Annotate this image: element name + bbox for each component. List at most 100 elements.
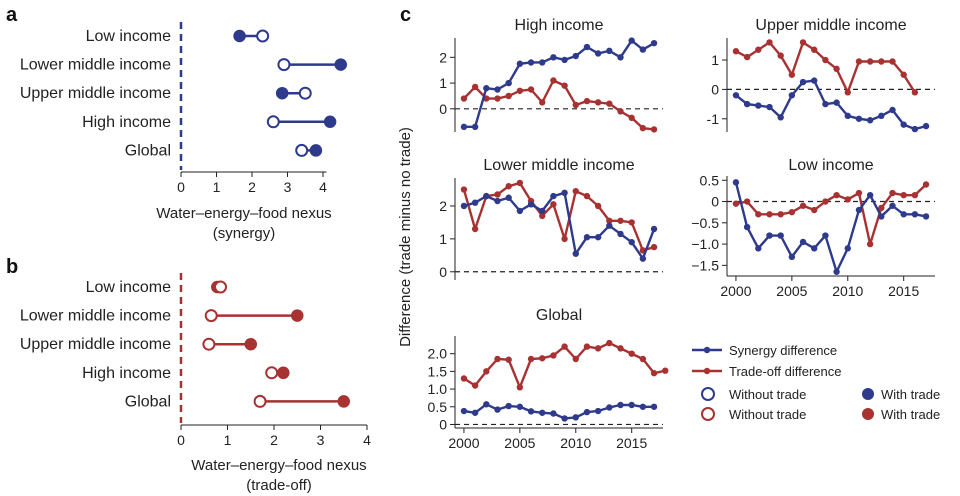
c4-synergy-point (878, 213, 885, 220)
c1-synergy-point (505, 79, 512, 87)
b-category-label: Upper middle income (20, 336, 171, 353)
a-without-trade-point (277, 58, 291, 72)
c1-synergy-point (628, 37, 635, 44)
c3-tradeoff-point (594, 202, 602, 210)
c2-title: Upper middle income (755, 17, 906, 34)
c3-y-tick-label: 1 (439, 231, 447, 247)
c5-tradeoff-point (539, 355, 546, 362)
c4-x-tick-label: 2000 (720, 283, 751, 299)
c1-synergy-point (617, 54, 624, 61)
c2-tradeoff-point (799, 39, 807, 46)
c1-synergy-point (639, 46, 647, 53)
c2-synergy-point (777, 114, 784, 121)
c4-synergy-point (788, 253, 796, 261)
c2-tradeoff-line (735, 41, 916, 94)
c5-synergy-line (463, 403, 655, 420)
c5-tradeoff-point (550, 352, 557, 359)
c3-title: Lower middle income (483, 157, 634, 174)
c5-synergy-point (583, 408, 591, 416)
c3-tradeoff-point (460, 186, 468, 193)
c2-tradeoff-point (743, 53, 751, 61)
c5-y-tick-label: 0.5 (428, 399, 448, 415)
c4-tradeoff-point (777, 211, 784, 218)
c1-tradeoff-point (539, 99, 546, 106)
c5-synergy-point (494, 406, 501, 413)
b-x-tick-label: 3 (317, 432, 325, 448)
c4-tradeoff-point (811, 206, 818, 214)
panel-b-tradeoff-chart: 0 1 2 3 4 Water–energy–food nexus (trade-off) L… (20, 273, 371, 494)
c4-x-tick-label: 2010 (832, 283, 863, 299)
c1-synergy-point (650, 39, 658, 47)
c3-synergy-line (463, 191, 656, 260)
c3-synergy-point (539, 207, 546, 215)
a-x-tick-label: 4 (319, 179, 327, 195)
a-with-trade-point (334, 58, 347, 71)
c4-synergy-point (766, 232, 773, 239)
c4-synergy-point (866, 191, 874, 199)
a-x-title-line2: (synergy) (213, 225, 276, 242)
c1-tradeoff-point (505, 92, 512, 100)
c5-synergy-point (483, 401, 490, 408)
c1-synergy-point (483, 85, 490, 92)
c4-tradeoff-point (822, 198, 829, 205)
c1-title: High income (515, 17, 604, 34)
c3-synergy-point (561, 189, 568, 197)
b-x-title-line2: (trade-off) (246, 477, 312, 494)
c5-synergy-point (516, 403, 524, 410)
c5-tradeoff-point (516, 384, 524, 391)
c1-synergy-point (527, 59, 535, 66)
c3-synergy-point (516, 207, 524, 215)
c5-tradeoff-point (572, 355, 579, 363)
legend-without-trade-tradeoff-label: Without trade (729, 407, 806, 422)
c5-synergy-point (527, 408, 535, 415)
a-without-trade-point (298, 86, 312, 100)
c5-tradeoff-point (617, 345, 624, 352)
c4-tradeoff-point (799, 202, 807, 209)
c1-synergy-point (561, 56, 568, 64)
legend-without-trade-synergy-marker (701, 387, 715, 401)
c3-synergy-point (494, 197, 501, 205)
c3-synergy-point (471, 199, 479, 206)
c4-tradeoff-point (878, 204, 885, 212)
c3-tradeoff-point (505, 183, 512, 190)
a-category-label: High income (82, 114, 171, 131)
a-category-label: Upper middle income (20, 85, 171, 102)
b-category-label: High income (82, 365, 171, 382)
c4-tradeoff-point (855, 189, 863, 197)
c5-tradeoff-point (561, 343, 568, 350)
c3-tradeoff-point (494, 191, 501, 198)
c3-tradeoff-point (606, 217, 613, 224)
c3-synergy-point (639, 255, 647, 262)
b-category-label: Low income (86, 279, 171, 296)
c1-y-tick-label: 2 (439, 49, 447, 65)
c4-y-tick-label: −0.5 (691, 215, 719, 231)
c4-synergy-point (900, 211, 907, 218)
c2-synergy-point (900, 121, 907, 128)
c5-y-tick-label: 1.0 (428, 381, 448, 397)
c5-synergy-point (594, 407, 602, 415)
c4-tradeoff-point (844, 196, 851, 203)
c4-tradeoff-point (766, 211, 773, 218)
b-without-trade-point (253, 394, 267, 408)
legend-with-trade-tradeoff-marker (862, 408, 874, 420)
a-with-trade-point (309, 144, 323, 157)
c1-tradeoff-point (583, 97, 591, 105)
c3-tradeoff-point (550, 201, 557, 208)
c4-synergy-point (732, 179, 740, 186)
c2-tradeoff-point (878, 58, 885, 65)
c2-synergy-point (799, 78, 807, 86)
a-with-trade-point (323, 115, 337, 129)
c4-tradeoff-point (922, 181, 930, 188)
b-x-tick-label: 1 (224, 432, 232, 448)
c2-synergy-point (743, 100, 751, 108)
a-category-label: Global (125, 142, 171, 159)
c4-synergy-point (743, 223, 751, 231)
c1-tradeoff-point (617, 108, 624, 115)
c5-synergy-point (650, 403, 658, 410)
c4-tradeoff-point (866, 240, 874, 248)
c3-tradeoff-point (650, 243, 658, 251)
c2-tradeoff-point (766, 39, 773, 46)
c5-x-tick-label: 2000 (448, 435, 479, 451)
c3-synergy-point (572, 250, 579, 257)
c4-tradeoff-point (732, 200, 740, 207)
